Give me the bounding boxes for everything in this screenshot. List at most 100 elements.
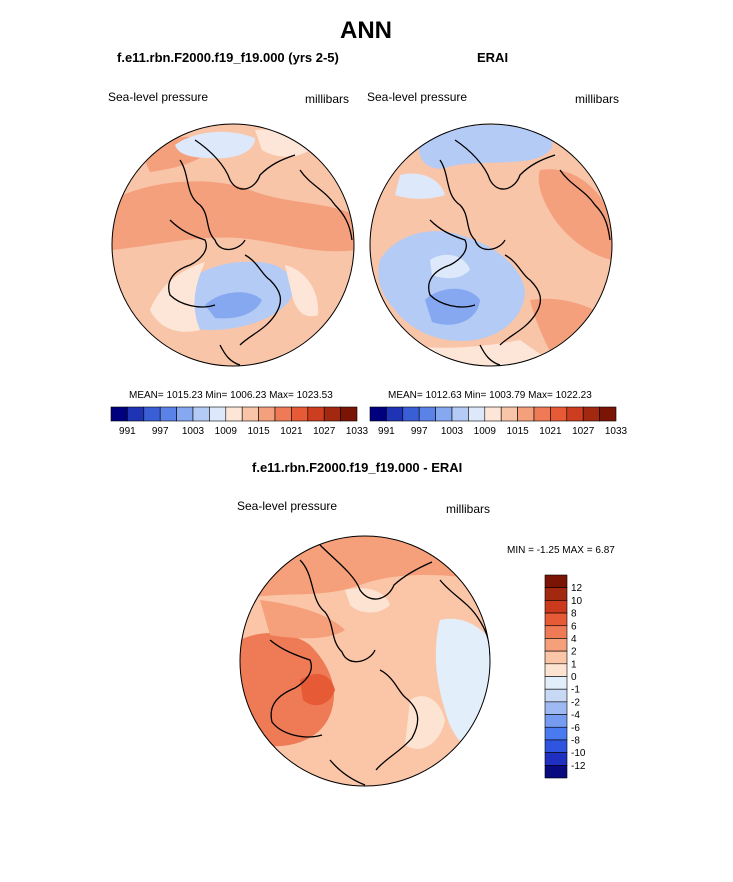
right-colorbar-swatch <box>517 406 535 422</box>
left-colorbar-swatch <box>209 406 227 422</box>
right-map-high-east <box>538 169 612 260</box>
left-colorbar-swatch <box>307 406 325 422</box>
diff-colorbar-swatch <box>544 765 568 779</box>
right-colorbar: 991 997 1003 1009 1015 1021 1027 1033 <box>369 406 628 437</box>
left-colorbar-swatch <box>127 406 145 422</box>
right-colorbar-swatch <box>435 406 453 422</box>
right-colorbar-swatch <box>369 406 387 422</box>
diff-colorbar-swatch <box>544 587 568 601</box>
diff-colorbar-swatch <box>544 650 568 665</box>
right-colorbar-tick-label: 991 <box>378 426 395 437</box>
left-map-coastlines <box>168 139 353 366</box>
diff-colorbar-swatch <box>544 714 568 728</box>
right-colorbar-swatch <box>533 406 551 422</box>
diff-colorbar-swatch <box>544 676 568 690</box>
diff-panel-header: f.e11.rbn.F2000.f19_f19.000 - ERAI <box>252 460 463 475</box>
right-map-coastlines <box>428 139 611 366</box>
right-colorbar-swatch <box>386 406 404 422</box>
page-title: ANN <box>340 17 392 44</box>
diff-colorbar-swatch <box>544 625 568 639</box>
right-colorbar-tick-label: 997 <box>411 426 428 437</box>
left-colorbar-tick-label: 1033 <box>346 426 369 437</box>
diff-map <box>240 536 490 786</box>
left-map-border <box>111 123 355 367</box>
right-colorbar-swatch <box>402 406 420 422</box>
diff-colorbar-tick-label: 10 <box>571 596 583 607</box>
right-stats: MEAN= 1012.63 Min= 1003.79 Max= 1022.23 <box>388 390 592 401</box>
left-units-label: millibars <box>305 92 350 106</box>
left-colorbar-swatch <box>323 406 341 422</box>
left-colorbar-swatch <box>258 406 276 422</box>
right-colorbar-tick-label: 1033 <box>605 426 628 437</box>
diff-colorbar-swatch <box>544 663 568 677</box>
left-colorbar-swatch <box>241 406 259 422</box>
diff-colorbar-tick-label: -6 <box>571 723 580 734</box>
right-colorbar-swatch <box>484 406 502 422</box>
right-colorbar-tick-label: 1009 <box>474 426 497 437</box>
diff-colorbar-tick-label: 2 <box>571 647 577 658</box>
diff-colorbar-swatch <box>544 688 568 703</box>
right-units-label: millibars <box>575 92 620 106</box>
diff-colorbar-swatch <box>544 600 568 614</box>
diff-variable-label: Sea-level pressure <box>237 499 338 513</box>
right-variable-label: Sea-level pressure <box>367 90 468 104</box>
diff-map-high-band <box>260 600 345 639</box>
left-map-neutral-ring <box>150 262 205 332</box>
left-colorbar-tick-label: 997 <box>152 426 169 437</box>
diff-units-label: millibars <box>446 502 491 516</box>
right-colorbar-swatch <box>451 406 469 422</box>
diff-colorbar-swatch <box>544 574 568 588</box>
left-colorbar-tick-label: 991 <box>119 426 136 437</box>
left-colorbar-tick-label: 1021 <box>280 426 303 437</box>
left-colorbar-tick-label: 1027 <box>313 426 336 437</box>
diff-map-border <box>239 535 491 787</box>
left-map <box>112 124 354 366</box>
diff-colorbar-tick-label: -4 <box>571 710 580 721</box>
diff-colorbar-tick-label: 0 <box>571 672 577 683</box>
left-colorbar-swatch <box>340 406 358 422</box>
left-map-neutral-ring-east <box>285 265 319 317</box>
right-map-neutral-patch <box>430 254 470 279</box>
right-colorbar-swatch <box>418 406 436 422</box>
right-colorbar-swatch <box>500 406 518 422</box>
diff-colorbar-tick-label: 8 <box>571 609 577 620</box>
diff-colorbar-tick-label: -2 <box>571 697 580 708</box>
diff-colorbar-swatch <box>544 739 568 753</box>
right-map-atlantic-low-core <box>425 288 480 325</box>
right-colorbar-tick-label: 1015 <box>506 426 529 437</box>
left-map-low-iceland <box>205 292 262 319</box>
left-colorbar-swatch <box>143 406 161 422</box>
right-map-low-north <box>418 124 553 169</box>
left-panel-header: f.e11.rbn.F2000.f19_f19.000 (yrs 2-5) <box>117 50 339 65</box>
left-colorbar-swatch <box>192 406 210 422</box>
diff-colorbar-tick-label: 1 <box>571 659 577 670</box>
right-map-border <box>369 123 613 367</box>
left-colorbar-swatch <box>274 406 292 422</box>
left-map-high-band <box>112 181 354 252</box>
diff-colorbar-swatch <box>544 701 568 715</box>
diff-colorbar-tick-label: -1 <box>571 685 580 696</box>
right-map-low-northwest <box>395 173 445 199</box>
left-map-low-north <box>175 131 255 159</box>
left-colorbar-swatch <box>159 406 177 422</box>
diff-colorbar-tick-label: 4 <box>571 634 577 645</box>
left-colorbar-tick-label: 1015 <box>247 426 270 437</box>
left-colorbar-swatch <box>225 406 243 422</box>
left-map-low-northeast <box>255 129 310 157</box>
diff-map-neutral-center <box>345 588 390 613</box>
diff-colorbar-swatch <box>544 726 568 741</box>
diff-colorbar-swatch <box>544 638 568 652</box>
diff-colorbar-tick-label: -8 <box>571 735 580 746</box>
right-colorbar-swatch <box>550 406 568 422</box>
left-colorbar-swatch <box>110 406 128 422</box>
right-map-atlantic-low-outer <box>378 231 525 341</box>
right-colorbar-swatch <box>599 406 617 422</box>
diff-map-high-center <box>300 674 335 706</box>
right-panel-header: ERAI <box>477 50 509 65</box>
right-map <box>370 124 612 366</box>
right-map-high-southeast <box>530 298 612 366</box>
left-colorbar-tick-label: 1009 <box>215 426 238 437</box>
right-colorbar-tick-label: 1003 <box>441 426 464 437</box>
